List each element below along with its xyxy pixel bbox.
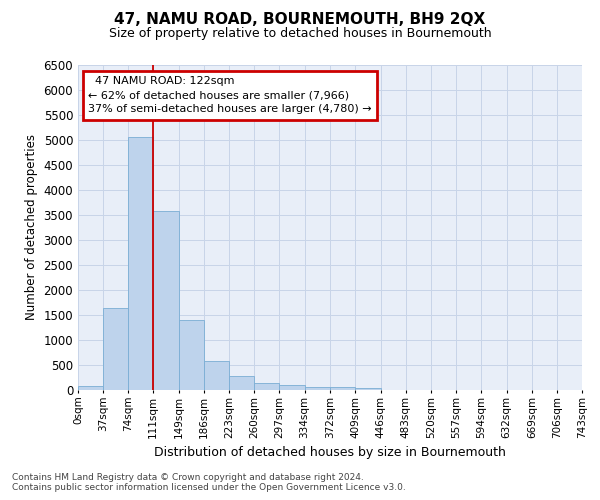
Text: 47 NAMU ROAD: 122sqm  
← 62% of detached houses are smaller (7,966)
37% of semi-: 47 NAMU ROAD: 122sqm ← 62% of detached h… bbox=[88, 76, 372, 114]
Bar bbox=[204, 360, 229, 390]
Bar bbox=[280, 385, 305, 390]
Y-axis label: Number of detached properties: Number of detached properties bbox=[25, 134, 38, 320]
Bar bbox=[179, 320, 204, 390]
Bar bbox=[78, 386, 103, 390]
Bar bbox=[305, 386, 331, 390]
Bar bbox=[153, 211, 179, 390]
Text: Size of property relative to detached houses in Bournemouth: Size of property relative to detached ho… bbox=[109, 28, 491, 40]
X-axis label: Distribution of detached houses by size in Bournemouth: Distribution of detached houses by size … bbox=[154, 446, 506, 459]
Text: 47, NAMU ROAD, BOURNEMOUTH, BH9 2QX: 47, NAMU ROAD, BOURNEMOUTH, BH9 2QX bbox=[115, 12, 485, 28]
Bar bbox=[128, 136, 153, 390]
Bar bbox=[254, 383, 280, 390]
Bar bbox=[355, 388, 380, 390]
Bar bbox=[229, 376, 254, 390]
Text: Contains HM Land Registry data © Crown copyright and database right 2024.
Contai: Contains HM Land Registry data © Crown c… bbox=[12, 473, 406, 492]
Bar bbox=[103, 308, 128, 390]
Bar bbox=[331, 387, 355, 390]
